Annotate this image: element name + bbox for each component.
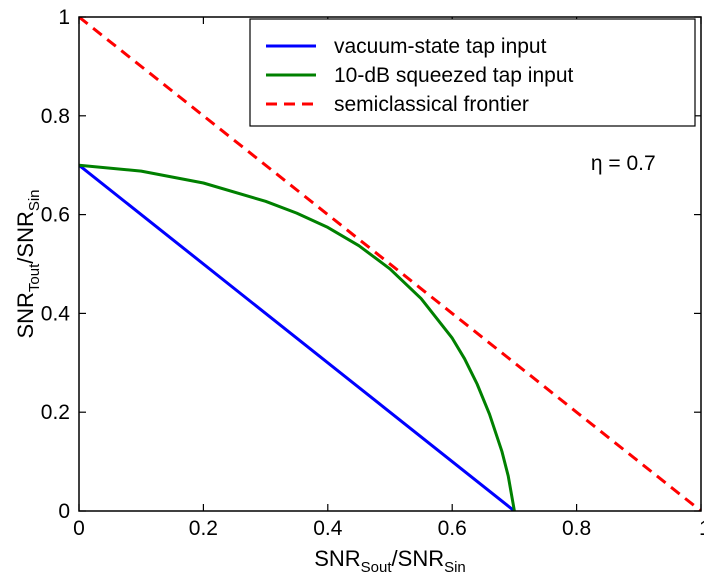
x-axis-label-sep: /SNR <box>392 546 445 571</box>
x-tick-label: 0.6 <box>438 517 467 540</box>
x-tick-label: 0 <box>73 517 85 540</box>
legend-box <box>249 18 696 127</box>
x-axis-label-main: SNR <box>314 546 360 571</box>
x-axis-label-sub2: Sin <box>444 559 466 576</box>
y-tick-label: 0.6 <box>41 204 70 227</box>
y-axis-label-sub2: Sin <box>26 189 43 211</box>
x-tick-label: 1 <box>699 517 704 540</box>
legend-label-1: 10-dB squeezed tap input <box>334 64 574 87</box>
x-axis-label-sub1: Sout <box>361 559 393 576</box>
series-line-1 <box>79 163 516 511</box>
annotation-eta: η = 0.7 <box>591 152 656 175</box>
y-axis-label-sep: /SNR <box>13 211 38 264</box>
x-axis-label: SNRSout/SNRSin <box>314 546 466 576</box>
ticks-layer: 0 0.2 0.4 0.6 0.8 1 0 0.2 0.4 0.6 0.8 1 <box>41 6 704 540</box>
x-tick-label: 0.4 <box>313 517 343 540</box>
series-line-0 <box>79 164 516 511</box>
y-tick-label: 0.8 <box>41 105 70 128</box>
series-layer <box>79 17 701 511</box>
series-line-2 <box>79 17 701 511</box>
y-tick-label: 0.2 <box>41 401 70 424</box>
y-tick-label: 1 <box>58 6 70 29</box>
x-tick-label: 0.8 <box>562 517 591 540</box>
y-axis-label-sub1: Tout <box>26 263 43 292</box>
plot-frame <box>78 16 702 512</box>
annotation-eta-value: = 0.7 <box>603 152 656 175</box>
y-axis-label-main: SNR <box>13 292 38 338</box>
x-tick-label: 0.2 <box>189 517 218 540</box>
legend: vacuum-state tap input 10-dB squeezed tap… <box>249 18 696 127</box>
y-tick-label: 0.4 <box>41 302 71 325</box>
y-tick-label: 0 <box>58 500 70 523</box>
legend-label-2: semiclassical frontier <box>334 93 529 116</box>
y-axis-label: SNRTout/SNRSin <box>13 189 43 338</box>
annotation-eta-symbol: η <box>591 152 603 175</box>
legend-label-0: vacuum-state tap input <box>334 35 547 58</box>
